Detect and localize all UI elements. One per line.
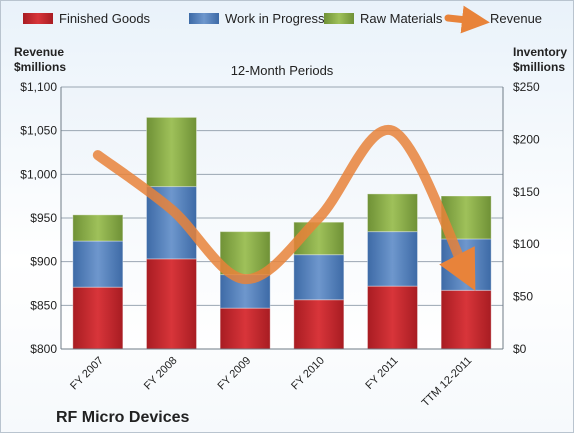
legend-revenue-swatch	[444, 5, 490, 34]
finished-goods-bar	[367, 285, 418, 350]
work-in-progress-bar	[293, 254, 345, 301]
legend-work-in-progress-swatch	[189, 13, 219, 24]
revenue-line-path	[92, 125, 476, 291]
finished-goods-bar	[440, 289, 492, 350]
right-tick-label: $100	[513, 237, 540, 251]
x-tick-label: FY 2008	[142, 355, 180, 393]
raw-materials-bar	[146, 116, 197, 188]
right-tick-label: $250	[513, 80, 540, 94]
x-tick-label: FY 2007	[68, 355, 106, 393]
legend-finished-goods-swatch	[23, 13, 53, 24]
right-tick-label: $200	[513, 132, 540, 146]
right-tick-label: $50	[513, 290, 533, 304]
legend-raw-materials-swatch	[324, 13, 354, 24]
legend: Finished Goods Work in Progress Raw Materi…	[23, 5, 542, 34]
x-tick-label: FY 2009	[216, 355, 254, 393]
left-tick-label: $800	[30, 342, 57, 356]
legend-finished-goods-label: Finished Goods	[59, 11, 151, 26]
finished-goods-bar	[146, 258, 197, 350]
revenue-line	[92, 125, 476, 291]
bars	[72, 116, 492, 350]
left-tick-label: $1,100	[20, 80, 57, 94]
x-tick-label: FY 2010	[289, 355, 327, 393]
legend-work-in-progress-label: Work in Progress	[225, 11, 325, 26]
raw-materials-bar	[367, 193, 418, 233]
x-tick-label: FY 2011	[363, 355, 400, 392]
left-axis-label-2: $millions	[14, 60, 66, 74]
legend-raw-materials-label: Raw Materials	[360, 11, 443, 26]
right-axis-label-2: $millions	[513, 60, 565, 74]
x-tick-label: TTM 12-2011	[420, 355, 475, 410]
finished-goods-bar	[293, 299, 345, 350]
work-in-progress-bar	[72, 240, 124, 288]
left-tick-label: $950	[30, 211, 57, 225]
right-axis-label-1: Inventory	[513, 45, 567, 59]
left-axis-label-1: Revenue	[14, 45, 64, 59]
work-in-progress-bar	[367, 231, 418, 287]
legend-revenue-label: Revenue	[490, 11, 542, 26]
finished-goods-bar	[72, 286, 124, 350]
left-tick-label: $1,000	[20, 167, 57, 181]
right-tick-label: $150	[513, 185, 540, 199]
left-tick-label: $900	[30, 255, 57, 269]
raw-materials-bar	[72, 214, 124, 242]
right-tick-label: $0	[513, 342, 527, 356]
chart-title: 12-Month Periods	[231, 63, 334, 78]
company-name: RF Micro Devices	[56, 409, 189, 426]
finished-goods-bar	[219, 307, 271, 350]
left-tick-label: $1,050	[20, 124, 57, 138]
left-tick-label: $850	[30, 298, 57, 312]
